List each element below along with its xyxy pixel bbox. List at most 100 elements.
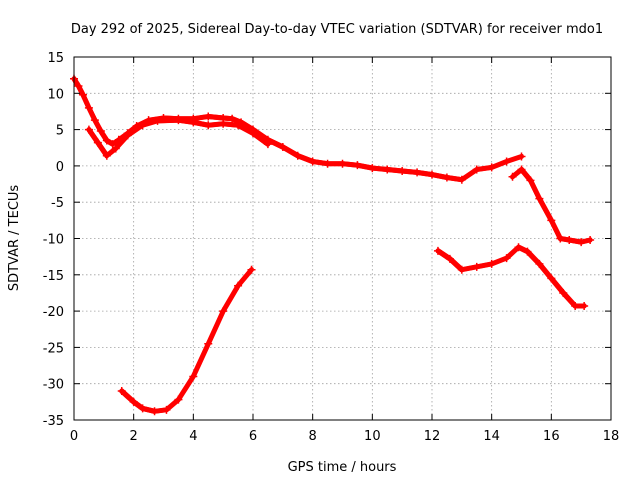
- data-point: [249, 129, 257, 138]
- data-point: [502, 157, 511, 166]
- y-axis-label: SDTVAR / TECUs: [7, 185, 22, 292]
- y-tick-label: 5: [56, 124, 64, 139]
- data-point: [78, 90, 87, 99]
- data-point: [398, 166, 407, 175]
- data-point: [102, 151, 111, 160]
- series-line-arc-late-detached: [435, 247, 585, 309]
- x-tick-label: 18: [603, 429, 620, 444]
- x-tick-label: 10: [364, 429, 381, 444]
- series-group: [70, 74, 595, 416]
- data-point: [586, 235, 595, 244]
- data-point: [174, 395, 183, 404]
- data-point: [535, 194, 544, 203]
- data-point: [90, 116, 99, 125]
- data-point: [472, 262, 481, 271]
- data-point: [204, 112, 213, 121]
- grid: [74, 57, 611, 420]
- data-point: [123, 131, 132, 140]
- series-line-arc-main-upper: [71, 78, 522, 183]
- data-point: [96, 127, 105, 136]
- data-point: [580, 302, 589, 311]
- x-tick-label: 0: [70, 429, 78, 444]
- data-point: [129, 397, 138, 406]
- data-point: [508, 172, 517, 181]
- series-line-arc-early-low: [119, 267, 254, 414]
- data-point: [293, 151, 302, 160]
- ticks: 0 2 4 6 8 10 12 14 16 18 -35 -30 -25 -20 -15 -10 -5 0 5 10 1…: [43, 51, 620, 444]
- y-tick-label: -15: [43, 269, 64, 284]
- data-point: [74, 82, 83, 91]
- y-tick-label: -25: [43, 341, 64, 356]
- data-point: [559, 288, 568, 297]
- data-point: [189, 372, 198, 381]
- y-tick-label: 0: [56, 160, 64, 175]
- data-point: [442, 173, 451, 182]
- y-tick-label: -20: [43, 305, 64, 320]
- data-point: [234, 281, 243, 290]
- y-tick-label: -10: [43, 233, 64, 248]
- data-point: [219, 307, 228, 316]
- data-point: [517, 165, 526, 174]
- data-point: [308, 157, 317, 166]
- data-point: [487, 163, 496, 172]
- data-point: [368, 164, 377, 173]
- data-point: [523, 247, 532, 256]
- data-point: [571, 302, 580, 311]
- data-point: [547, 216, 556, 225]
- data-point: [102, 136, 111, 145]
- x-tick-label: 4: [189, 429, 197, 444]
- data-point: [150, 407, 159, 416]
- data-point: [204, 339, 213, 348]
- x-axis-label: GPS time / hours: [288, 460, 397, 475]
- data-point: [323, 159, 332, 168]
- data-point: [228, 114, 237, 123]
- data-point: [247, 265, 256, 274]
- data-point: [338, 159, 347, 168]
- data-point: [517, 152, 526, 161]
- data-point: [138, 121, 147, 130]
- data-point: [383, 165, 392, 174]
- x-tick-label: 2: [130, 429, 138, 444]
- y-tick-label: -30: [43, 378, 64, 393]
- data-point: [472, 165, 481, 174]
- data-point: [162, 405, 171, 414]
- data-point: [108, 140, 117, 149]
- series-line-arc-early-low: [119, 269, 252, 414]
- data-point: [433, 246, 442, 255]
- data-point: [111, 144, 120, 153]
- data-point: [502, 254, 511, 263]
- data-point: [174, 116, 183, 125]
- x-tick-label: 16: [543, 429, 560, 444]
- y-tick-label: 15: [47, 51, 64, 66]
- data-point: [353, 161, 362, 170]
- data-point: [565, 235, 574, 244]
- data-point: [117, 386, 126, 395]
- series-line-arc-late-descending: [510, 169, 591, 245]
- data-point: [428, 170, 436, 179]
- data-point: [514, 243, 523, 252]
- x-tick-label: 14: [483, 429, 500, 444]
- data-point: [487, 259, 496, 268]
- data-point: [84, 103, 93, 112]
- data-point: [278, 143, 287, 152]
- x-tick-label: 12: [424, 429, 441, 444]
- x-tick-label: 6: [249, 429, 257, 444]
- y-tick-label: 10: [47, 87, 64, 102]
- data-point: [93, 138, 102, 147]
- series-line-arc-late-descending: [512, 167, 593, 243]
- chart-title: Day 292 of 2025, Sidereal Day-to-day VTE…: [71, 22, 603, 37]
- data-point: [153, 116, 162, 125]
- y-tick-label: -5: [51, 196, 64, 211]
- data-point: [547, 274, 556, 283]
- data-point: [413, 168, 422, 177]
- y-tick-label: -35: [43, 414, 64, 429]
- data-point: [84, 125, 93, 134]
- data-point: [526, 176, 535, 185]
- data-point: [577, 238, 586, 247]
- x-tick-label: 8: [309, 429, 317, 444]
- data-point: [535, 259, 544, 268]
- data-point: [263, 140, 272, 149]
- data-point: [219, 119, 228, 128]
- data-point: [457, 265, 466, 274]
